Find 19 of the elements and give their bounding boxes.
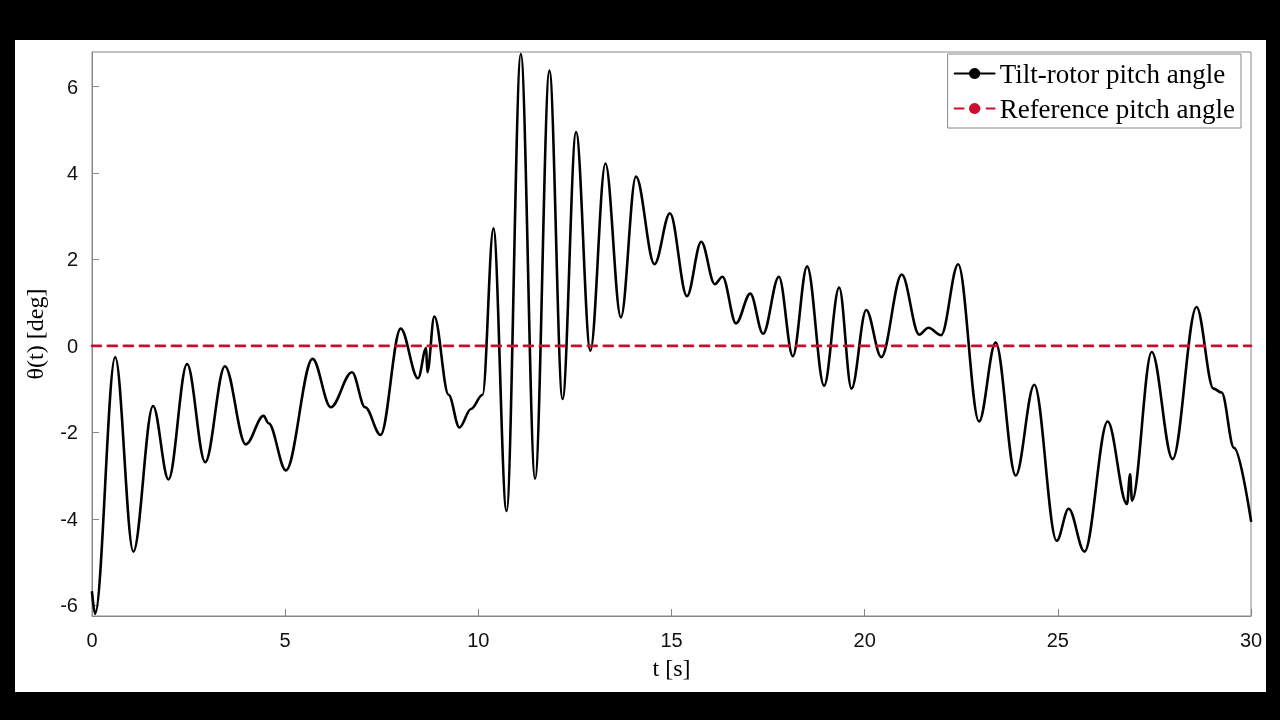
x-tick-label: 30 [1239, 629, 1263, 651]
y-tick-label: 0 [66, 334, 78, 357]
x-axis-title: t [s] [652, 655, 691, 681]
y-tick-label: -4 [60, 507, 78, 530]
legend-label: Tilt-rotor pitch angle [999, 58, 1226, 89]
y-tick-label: 6 [66, 75, 78, 98]
x-tick-label: 20 [853, 629, 876, 651]
x-tick-label: 15 [660, 629, 683, 651]
x-tick-label: 5 [279, 629, 291, 651]
y-axis-title: θ(t) [deg] [22, 288, 48, 380]
y-tick-label: 4 [66, 162, 78, 185]
legend-label: Reference pitch angle [999, 93, 1236, 124]
y-tick-label: -2 [60, 421, 78, 444]
y-tick-label: -6 [60, 594, 78, 617]
x-tick-label: 10 [467, 629, 490, 651]
y-tick-label: 2 [66, 248, 78, 271]
x-tick-label: 0 [86, 629, 98, 651]
x-tick-label: 25 [1046, 629, 1069, 651]
line-series [90, 52, 1253, 616]
